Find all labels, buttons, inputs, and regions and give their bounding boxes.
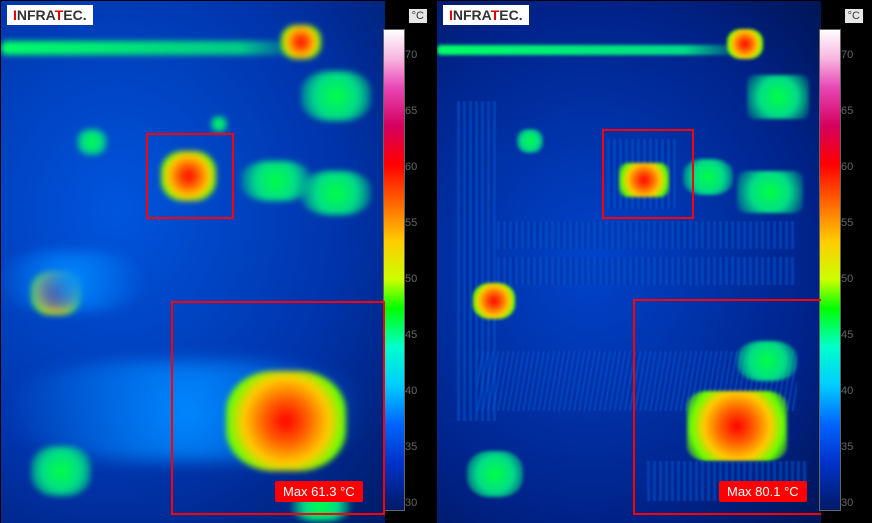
scale-unit-label: °C [845,9,863,23]
scale-tick: 30 [405,497,417,509]
roi-small-left [146,133,234,219]
scale-tick: 70 [841,49,853,61]
scale-tick: 55 [405,217,417,229]
color-gradient [383,29,405,511]
scale-tick: 40 [841,385,853,397]
max-temp-label-left: Max 61.3 °C [275,481,363,502]
thermal-panel-left: Max 61.3 °C INFRATEC. °C 70 65 60 55 50 … [0,0,436,522]
scale-tick: 40 [405,385,417,397]
scale-tick: 45 [405,329,417,341]
scale-unit-label: °C [409,9,427,23]
thermal-panel-right: Max 80.1 °C INFRATEC. °C 70 65 60 55 50 … [436,0,872,522]
max-temp-label-right: Max 80.1 °C [719,481,807,502]
scale-tick: 35 [841,441,853,453]
color-scale-left: °C 70 65 60 55 50 45 40 35 30 [383,9,427,515]
thermal-image-right: Max 80.1 °C [437,1,821,523]
color-gradient [819,29,841,511]
scale-tick: 35 [405,441,417,453]
scale-tick: 70 [405,49,417,61]
infratec-logo: INFRATEC. [443,5,529,25]
scale-tick: 60 [841,161,853,173]
scale-tick: 60 [405,161,417,173]
scale-tick: 30 [841,497,853,509]
infratec-logo: INFRATEC. [7,5,93,25]
scale-tick: 45 [841,329,853,341]
scale-tick: 55 [841,217,853,229]
roi-small-right [602,129,694,219]
scale-tick: 65 [405,105,417,117]
scale-tick: 50 [405,273,417,285]
scale-tick: 65 [841,105,853,117]
scale-tick: 50 [841,273,853,285]
thermal-image-left: Max 61.3 °C [1,1,385,523]
thermal-comparison-container: Max 61.3 °C INFRATEC. °C 70 65 60 55 50 … [0,0,872,522]
color-scale-right: °C 70 65 60 55 50 45 40 35 30 [819,9,863,515]
